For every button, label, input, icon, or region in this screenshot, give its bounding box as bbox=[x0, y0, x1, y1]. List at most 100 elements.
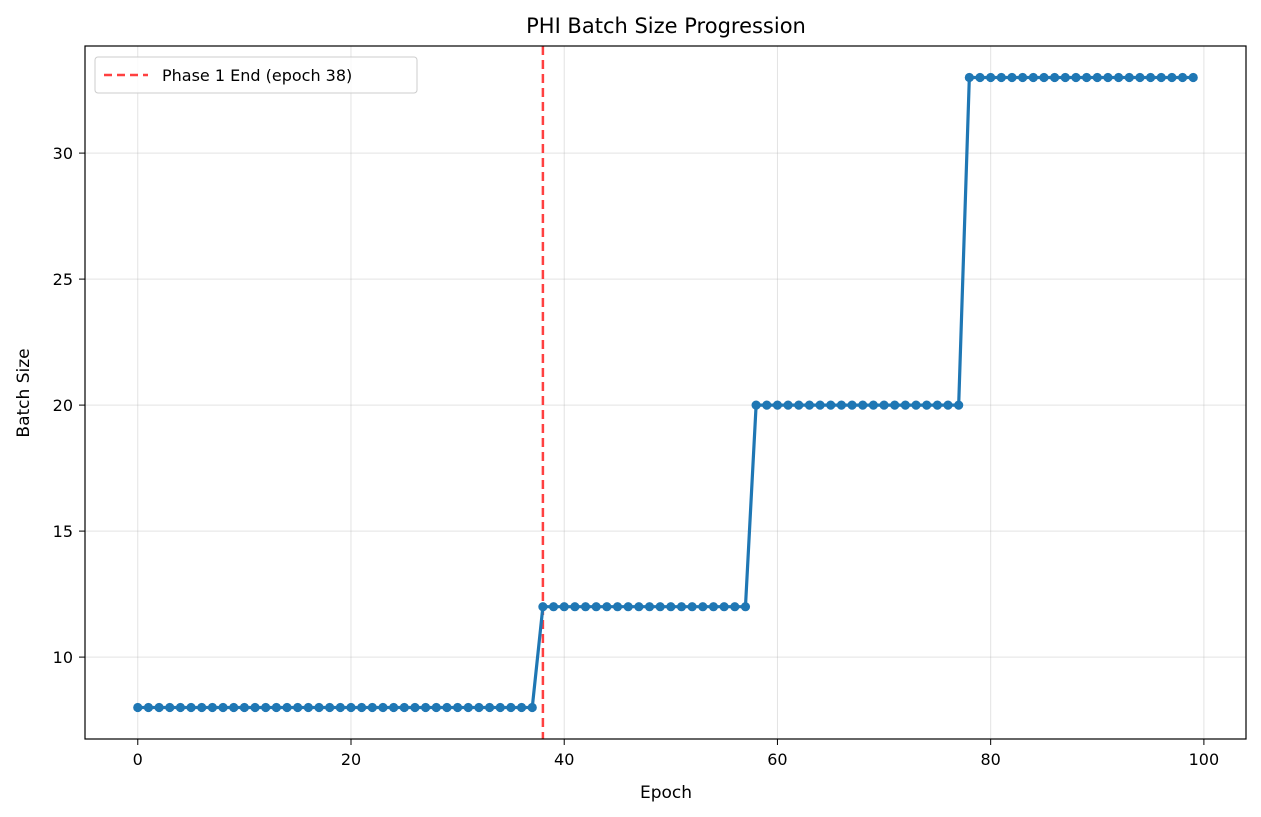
data-point bbox=[964, 72, 974, 83]
data-point bbox=[890, 400, 900, 410]
data-point bbox=[666, 602, 676, 612]
data-point bbox=[261, 702, 271, 713]
data-point bbox=[197, 702, 207, 713]
data-point bbox=[922, 400, 932, 410]
legend-box bbox=[94, 56, 418, 94]
data-point bbox=[399, 702, 409, 713]
data-point bbox=[1050, 72, 1060, 83]
data-point bbox=[1188, 72, 1198, 83]
data-point bbox=[1007, 72, 1017, 83]
data-point bbox=[431, 702, 441, 713]
data-point bbox=[218, 702, 228, 713]
data-point bbox=[676, 602, 687, 612]
data-point bbox=[335, 702, 345, 713]
data-point bbox=[1114, 72, 1124, 83]
data-point bbox=[804, 400, 815, 410]
data-point bbox=[314, 702, 324, 713]
data-point bbox=[772, 400, 783, 410]
data-point bbox=[580, 602, 591, 612]
plot-frame bbox=[84, 45, 1247, 740]
x-tick-label: 0 bbox=[133, 750, 143, 769]
data-point bbox=[143, 702, 154, 713]
data-point bbox=[389, 702, 399, 713]
x-tick-label: 80 bbox=[980, 750, 1000, 769]
series-line bbox=[137, 75, 1194, 710]
data-point bbox=[954, 400, 964, 410]
data-point bbox=[463, 702, 473, 713]
data-point bbox=[1028, 72, 1038, 83]
data-point bbox=[346, 702, 356, 713]
data-point bbox=[303, 702, 313, 713]
data-point bbox=[250, 702, 260, 713]
data-point bbox=[826, 400, 836, 410]
y-tick-label: 30 bbox=[53, 144, 73, 163]
data-point bbox=[293, 702, 303, 713]
x-axis-ticks: 0 20 40 60 80 100 bbox=[133, 739, 1219, 769]
y-tick-label: 10 bbox=[53, 648, 73, 667]
data-point bbox=[591, 602, 601, 612]
data-point bbox=[516, 702, 527, 713]
data-point bbox=[239, 702, 249, 713]
data-point bbox=[847, 400, 857, 410]
data-point bbox=[740, 602, 751, 612]
data-point bbox=[1071, 72, 1081, 83]
data-point bbox=[410, 702, 420, 713]
x-axis-label: Epoch bbox=[640, 783, 692, 803]
y-tick-label: 25 bbox=[53, 270, 73, 289]
data-point bbox=[1103, 72, 1113, 83]
data-point bbox=[794, 400, 804, 410]
data-point bbox=[453, 702, 463, 713]
data-point bbox=[623, 602, 633, 612]
data-point bbox=[484, 702, 495, 713]
data-point bbox=[975, 72, 985, 83]
data-point bbox=[207, 702, 217, 713]
data-point bbox=[165, 702, 175, 713]
data-point bbox=[644, 602, 655, 612]
y-axis-label: Batch Size bbox=[14, 348, 34, 437]
legend: Phase 1 End (epoch 38) bbox=[94, 56, 418, 94]
data-point bbox=[538, 602, 548, 612]
data-point bbox=[548, 602, 559, 612]
data-point bbox=[815, 400, 825, 410]
data-point bbox=[154, 702, 164, 713]
x-tick-label: 40 bbox=[554, 750, 574, 769]
data-point bbox=[986, 72, 996, 83]
x-tick-label: 20 bbox=[341, 750, 361, 769]
x-tick-label: 60 bbox=[767, 750, 787, 769]
data-point bbox=[559, 602, 569, 612]
data-point bbox=[1060, 72, 1070, 83]
data-point bbox=[868, 400, 878, 410]
legend-label: Phase 1 End (epoch 38) bbox=[162, 66, 352, 85]
data-point bbox=[655, 602, 665, 612]
data-point bbox=[378, 702, 388, 713]
data-point bbox=[943, 400, 953, 410]
data-point bbox=[1092, 72, 1102, 83]
data-point bbox=[996, 72, 1006, 83]
data-point bbox=[271, 702, 281, 713]
data-point bbox=[1039, 72, 1049, 83]
grid bbox=[85, 46, 1246, 739]
data-point bbox=[1177, 72, 1188, 83]
data-point bbox=[698, 602, 708, 612]
data-point bbox=[1124, 72, 1134, 83]
data-point bbox=[229, 702, 239, 713]
data-point bbox=[133, 702, 143, 713]
y-tick-label: 20 bbox=[53, 396, 73, 415]
data-point bbox=[1156, 72, 1166, 83]
data-point bbox=[1082, 72, 1092, 83]
data-point bbox=[1167, 72, 1177, 83]
data-point bbox=[858, 400, 868, 410]
data-point bbox=[602, 602, 612, 612]
data-point bbox=[634, 602, 644, 612]
data-point bbox=[506, 702, 516, 713]
data-point bbox=[1135, 72, 1145, 83]
data-point bbox=[879, 400, 889, 410]
y-axis-ticks: 10 15 20 25 30 bbox=[53, 144, 85, 667]
data-point bbox=[932, 400, 942, 410]
data-point bbox=[783, 400, 793, 410]
data-point bbox=[762, 400, 772, 410]
data-point bbox=[186, 702, 196, 713]
data-point bbox=[442, 702, 452, 713]
